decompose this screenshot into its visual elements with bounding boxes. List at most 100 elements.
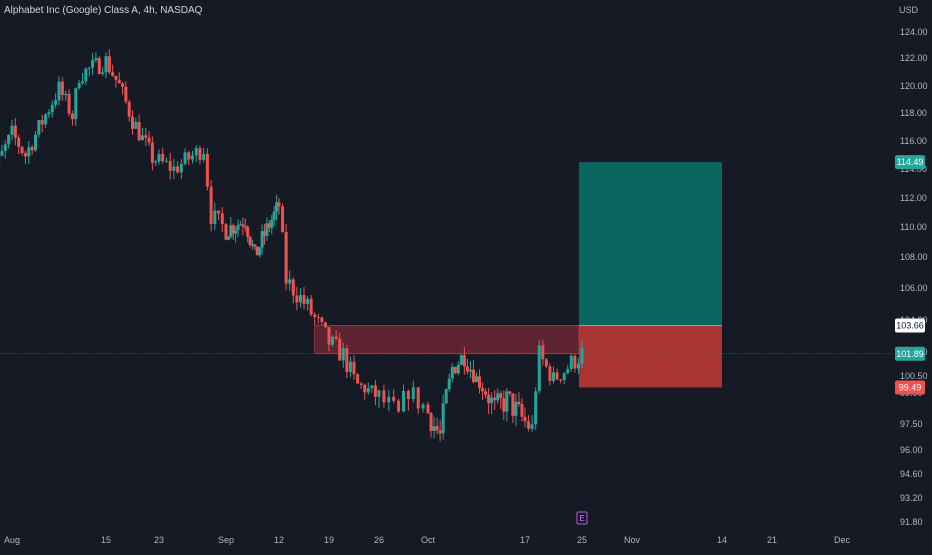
candle-body: [172, 166, 175, 170]
candle-body: [11, 126, 14, 135]
candle-body: [241, 224, 244, 226]
candle-body: [295, 296, 298, 303]
y-tick-label: 93.20: [900, 493, 923, 503]
chart-title: Alphabet Inc (Google) Class A, 4h, NASDA…: [4, 5, 202, 16]
candle-body: [490, 398, 493, 404]
candle-body: [154, 162, 157, 163]
x-tick-label: 14: [717, 535, 727, 545]
x-tick-label: 21: [767, 535, 777, 545]
candle-body: [144, 135, 147, 137]
candle-body: [169, 161, 172, 171]
x-tick-label: 17: [520, 535, 530, 545]
candle-body: [338, 339, 341, 361]
candle-body: [356, 374, 359, 383]
candle-body: [430, 413, 433, 431]
candle-body: [378, 390, 381, 396]
price-axis[interactable]: 124.00122.00120.00118.00116.00114.00112.…: [895, 27, 928, 527]
candle-body: [101, 72, 104, 74]
x-tick-label: Dec: [834, 535, 851, 545]
y-tick-label: 110.00: [900, 222, 927, 232]
candle-body: [71, 114, 74, 119]
candle-body: [317, 317, 320, 318]
candle-body: [47, 112, 50, 114]
candle-body: [407, 391, 410, 399]
candle-body: [472, 370, 475, 382]
candle-body: [64, 94, 67, 95]
candle-body: [221, 213, 224, 224]
candle-body: [246, 227, 249, 237]
candle-body: [198, 148, 201, 160]
candle-body: [445, 389, 448, 403]
overlays: E: [0, 354, 894, 524]
candle-body: [148, 138, 151, 143]
candle-body: [61, 82, 64, 95]
candle-body: [487, 395, 490, 404]
candle-body: [387, 397, 390, 402]
candle-body: [292, 279, 295, 295]
candle-body: [310, 299, 313, 315]
candle-body: [475, 376, 478, 382]
candle-body: [563, 373, 566, 380]
candle-body: [134, 122, 137, 129]
candle-body: [237, 225, 240, 230]
candle-body: [527, 421, 530, 428]
candle-body: [581, 348, 584, 364]
candle-body: [331, 337, 334, 345]
candle-body: [121, 83, 124, 87]
candle-body: [299, 295, 302, 302]
candle-body: [51, 105, 54, 112]
candle-body: [412, 387, 415, 399]
candle-body: [273, 212, 276, 220]
y-tick-label: 96.00: [900, 445, 923, 455]
candle-body: [161, 154, 164, 161]
candle-body: [21, 147, 24, 153]
candle-body: [367, 388, 370, 392]
y-tick-label: 112.00: [900, 193, 927, 203]
x-tick-label: Aug: [4, 535, 20, 545]
candle-body: [138, 122, 141, 140]
candle-body: [402, 391, 405, 411]
candle-body: [363, 385, 366, 392]
candle-body: [44, 114, 47, 124]
x-tick-label: 26: [374, 535, 384, 545]
candle-body: [427, 404, 430, 413]
candle-body: [184, 152, 187, 163]
candle-body: [41, 120, 44, 124]
candle-body: [422, 404, 425, 408]
y-tick-label: 120.00: [900, 81, 928, 91]
candle-body: [505, 391, 508, 411]
candle-body: [541, 345, 544, 359]
candle-body: [34, 135, 37, 151]
candle-body: [141, 135, 144, 140]
target-zone: [579, 162, 722, 325]
candle-body: [469, 370, 472, 372]
candle-body: [128, 102, 131, 117]
price-label: 99.49: [899, 382, 922, 392]
candle-body: [436, 426, 439, 430]
candle-body: [288, 279, 291, 283]
candle-body: [496, 393, 499, 400]
price-label: 101.89: [896, 349, 924, 359]
candle-body: [531, 424, 534, 429]
candle-body: [493, 398, 496, 401]
candle-body: [508, 391, 511, 393]
candle-body: [457, 365, 460, 373]
candle-body: [520, 404, 523, 417]
candle-body: [213, 211, 216, 224]
x-tick-label: 25: [577, 535, 587, 545]
candle-body: [258, 248, 261, 256]
candle-body: [84, 69, 87, 82]
candle-body: [328, 327, 331, 345]
candle-body: [217, 211, 220, 214]
candle-body: [548, 366, 551, 381]
price-label: 103.66: [896, 320, 924, 330]
candle-body: [335, 337, 338, 339]
x-tick-label: Oct: [421, 535, 436, 545]
candle-body: [118, 80, 121, 83]
candle-body: [151, 143, 154, 163]
candle-body: [37, 120, 40, 135]
candle-body: [454, 367, 457, 373]
